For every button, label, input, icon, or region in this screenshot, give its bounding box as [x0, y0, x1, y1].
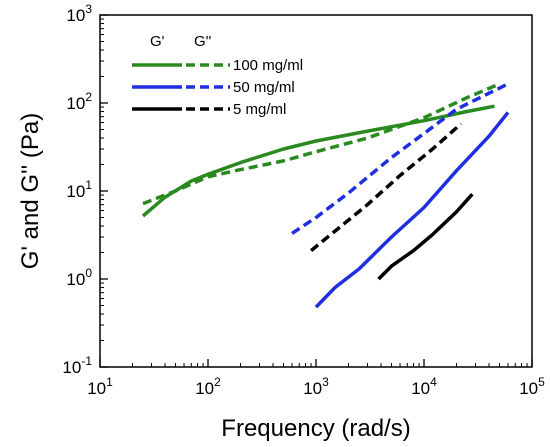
y-tick-label: 10-1 [62, 354, 92, 377]
series-line [142, 82, 501, 206]
x-tick-label: 103 [303, 375, 329, 398]
y-axis-title: G' and G'' (Pa) [17, 113, 44, 269]
legend-entry-label: 50 mg/ml [233, 79, 295, 96]
series-line [377, 193, 474, 281]
legend: G' G'' 100 mg/ml 50 mg/ml 5 mg/ml [132, 33, 303, 118]
x-tick-label: 104 [411, 375, 437, 398]
y-tick-label: 101 [66, 178, 92, 201]
series-line [291, 82, 509, 235]
x-tick-label: 105 [519, 375, 545, 398]
legend-entry-label: 100 mg/ml [233, 57, 303, 74]
y-tick-label: 100 [66, 266, 92, 289]
x-tick-label: 101 [87, 375, 113, 398]
y-tick-label: 102 [66, 90, 92, 113]
x-tick-label: 102 [195, 375, 221, 398]
series-line [309, 122, 463, 252]
legend-header-g-double-prime: G'' [194, 33, 212, 50]
legend-entry-label: 5 mg/ml [233, 101, 286, 118]
plot-frame [99, 14, 533, 368]
x-axis-title: Frequency (rad/s) [221, 415, 410, 442]
series-layer [141, 82, 510, 309]
ticks-layer [99, 14, 533, 368]
y-tick-label: 103 [66, 2, 92, 25]
series-line [141, 104, 495, 218]
series-line [314, 111, 510, 309]
tick-labels: 101 102 103 104 105 10-1 100 101 102 103 [62, 2, 545, 398]
legend-header-g-prime: G' [150, 33, 165, 50]
